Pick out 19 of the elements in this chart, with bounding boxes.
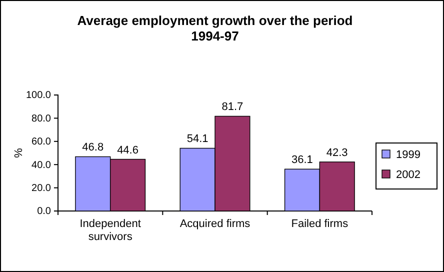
y-tick-label: 80.0 xyxy=(32,113,52,124)
chart-title: Average employment growth over the period 1994-97 xyxy=(77,13,353,44)
y-tick-label: 100.0 xyxy=(26,90,52,102)
y-tick-label: 0.0 xyxy=(37,206,52,218)
y-tick-label: 60.0 xyxy=(32,136,52,148)
legend-label: 1999 xyxy=(396,149,420,161)
x-tick-label: Acquired firms xyxy=(180,218,251,230)
data-label: 42.3 xyxy=(326,146,348,159)
legend-label: 2002 xyxy=(396,169,420,181)
data-label: 54.1 xyxy=(186,133,208,146)
data-label: 81.7 xyxy=(222,101,244,114)
data-label: 44.6 xyxy=(117,144,138,156)
x-tick-label: Failed firms xyxy=(291,218,349,230)
y-tick-label: 40.0 xyxy=(32,160,52,171)
y-axis-title: % xyxy=(13,148,25,158)
data-label: 46.8 xyxy=(82,142,104,154)
data-label: 36.1 xyxy=(292,154,313,166)
y-tick-label: 20.0 xyxy=(32,183,52,194)
x-tick-label: Independent survivors xyxy=(80,218,141,244)
